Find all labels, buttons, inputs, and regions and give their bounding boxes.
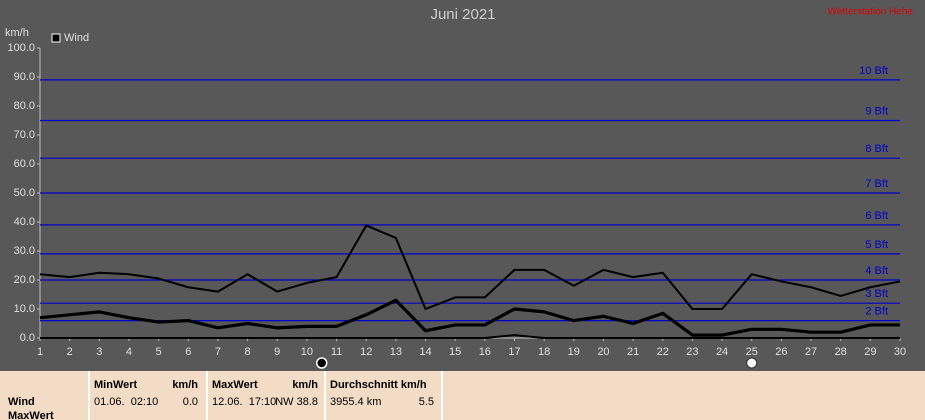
header: km/h: [292, 379, 318, 391]
y-tick-label: 100.0: [7, 42, 35, 54]
cell: NW 38.8: [275, 396, 318, 408]
beaufort-label: 3 Bft: [865, 288, 888, 300]
cell: 01.06. 02:10: [94, 396, 159, 408]
separator: [206, 371, 208, 420]
x-tick-label: 30: [894, 346, 906, 358]
summary-table: MinWert km/h MaxWert km/h Durchschnitt k…: [0, 371, 925, 420]
row-label: Wind: [8, 396, 35, 408]
x-tick-label: 20: [597, 346, 609, 358]
x-tick-label: 5: [156, 346, 162, 358]
header: MinWert: [94, 379, 138, 391]
header: km/h: [172, 379, 198, 391]
x-tick-label: 15: [449, 346, 461, 358]
y-tick-label: 50.0: [14, 187, 35, 199]
legend-label: Wind: [64, 32, 89, 44]
x-tick-label: 9: [274, 346, 280, 358]
y-tick-label: 60.0: [14, 158, 35, 170]
y-tick-label: 10.0: [14, 303, 35, 315]
x-tick-label: 2: [67, 346, 73, 358]
y-tick-label: 70.0: [14, 129, 35, 141]
new-moon: [315, 357, 328, 369]
x-tick-label: 13: [390, 346, 402, 358]
x-tick-label: 29: [864, 346, 876, 358]
x-tick-label: 7: [215, 346, 221, 358]
cell: 0.0: [182, 396, 198, 408]
x-tick-label: 6: [185, 346, 191, 358]
separator: [324, 371, 326, 420]
x-tick-label: 10: [301, 346, 313, 358]
x-tick-label: 24: [716, 346, 728, 358]
x-tick-label: 1: [37, 346, 43, 358]
beaufort-label: 2 Bft: [865, 306, 888, 318]
x-tick-label: 3: [96, 346, 102, 358]
x-tick-label: 12: [360, 346, 372, 358]
wind-values: [39, 298, 900, 337]
separator: [88, 371, 90, 420]
beaufort-label: 4 Bft: [865, 265, 888, 277]
x-tick-label: 21: [627, 346, 639, 358]
x-tick-label: 23: [686, 346, 698, 358]
x-tick-label: 22: [657, 346, 669, 358]
cell: 12.06. 17:10: [212, 396, 277, 408]
x-tick-label: 26: [775, 346, 787, 358]
x-tick-label: 16: [479, 346, 491, 358]
full-moon: [746, 357, 758, 369]
header: Durchschnitt km/h: [330, 379, 427, 391]
x-tick-label: 19: [568, 346, 580, 358]
y-tick-label: 30.0: [14, 245, 35, 257]
wind-min: [40, 334, 900, 339]
y-tick-label: 80.0: [14, 100, 35, 112]
y-axis-label: km/h: [5, 27, 29, 39]
x-tick-label: 14: [419, 346, 431, 358]
x-tick-label: 28: [835, 346, 847, 358]
x-tick-label: 4: [126, 346, 132, 358]
cell: 3955.4 km: [330, 396, 382, 408]
y-tick-label: 20.0: [14, 274, 35, 286]
beaufort-label: 10 Bft: [859, 65, 888, 77]
y-tick-label: 0.0: [20, 332, 35, 344]
chart-title: Juni 2021: [430, 6, 495, 23]
beaufort-label: 6 Bft: [865, 210, 888, 222]
x-tick-label: 25: [746, 346, 758, 358]
chart: Juni 2021 Wetterstation Hehe km/h Wind 0…: [5, 6, 914, 369]
x-tick-label: 17: [508, 346, 520, 358]
beaufort-label: 7 Bft: [865, 178, 888, 190]
beaufort-label: 8 Bft: [865, 143, 888, 155]
legend-swatch: [51, 33, 61, 43]
header: MaxWert: [212, 379, 258, 391]
station-name: Wetterstation Hehe: [828, 7, 914, 18]
wind-max: [39, 224, 901, 310]
x-tick-label: 18: [538, 346, 550, 358]
beaufort-label: 5 Bft: [865, 239, 888, 251]
x-tick-label: 11: [331, 346, 342, 358]
y-tick-label: 40.0: [14, 216, 35, 228]
row-label: MaxWert: [8, 410, 54, 420]
separator: [441, 371, 443, 420]
cell: 5.5: [418, 396, 434, 408]
beaufort-label: 9 Bft: [865, 105, 888, 117]
y-tick-label: 90.0: [14, 71, 35, 83]
x-tick-label: 27: [805, 346, 817, 358]
x-tick-label: 8: [245, 346, 251, 358]
